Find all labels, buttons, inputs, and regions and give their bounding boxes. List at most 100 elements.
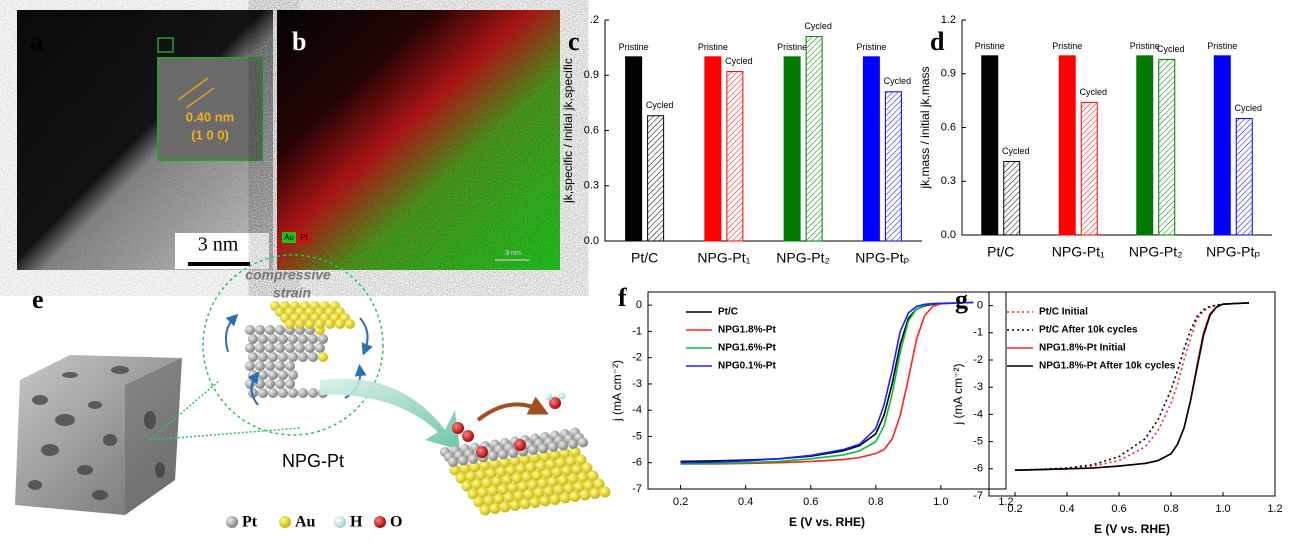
y-tick-label: -2 [632, 352, 642, 364]
atom [468, 454, 478, 464]
bar-label: Cycled [1079, 87, 1107, 97]
bar-label: Pristine [856, 42, 886, 52]
atom [265, 325, 275, 335]
y-tick-label: -3 [973, 381, 983, 393]
bar [805, 36, 823, 242]
atom [305, 319, 315, 329]
panel-e: e compressive strain NPG-Pt Pt Au H O [15, 254, 611, 531]
x-tick-label: NPG-Pt₂ [1129, 244, 1183, 260]
atom [248, 334, 258, 344]
atom [541, 468, 553, 480]
legend-label: Pt [300, 233, 308, 242]
panel-label: a [30, 27, 43, 56]
atom [248, 370, 258, 380]
atom [268, 388, 278, 398]
atom [275, 379, 285, 389]
o-atom [514, 439, 526, 451]
atom [298, 352, 308, 362]
atom [581, 462, 593, 474]
bar [1058, 55, 1076, 236]
bar [1235, 118, 1253, 236]
x-tick-label: 0.4 [738, 496, 753, 508]
curve [1014, 302, 1250, 471]
strain-arrow [359, 317, 373, 356]
atom [493, 493, 505, 505]
legend-label: NPG1.8%-Pt [718, 325, 776, 336]
atom [275, 325, 285, 335]
lattice-line [185, 87, 215, 109]
y-tick-label: -6 [632, 457, 642, 469]
atom [459, 463, 471, 474]
atom [255, 325, 265, 335]
atom [285, 319, 295, 329]
x-tick-label: 0.6 [1111, 503, 1126, 515]
atom [275, 361, 285, 371]
atom [285, 379, 295, 389]
atom [255, 361, 265, 371]
bar-label: Cycled [884, 76, 912, 86]
atom [458, 455, 468, 466]
x-tick-label: 1.0 [933, 496, 948, 508]
atom [513, 490, 525, 502]
atom [479, 460, 491, 471]
atom [579, 489, 591, 501]
atom [525, 462, 537, 473]
bar [704, 56, 722, 242]
atom [288, 334, 298, 344]
atom [553, 484, 565, 496]
atom [268, 352, 278, 362]
y-tick-label: -6 [973, 463, 983, 475]
atom [515, 463, 527, 475]
atom [573, 481, 585, 493]
y-tick-label: -4 [973, 408, 983, 420]
atom [265, 361, 275, 371]
atom [465, 471, 477, 482]
lattice-plane: (1 0 0) [191, 127, 229, 142]
bar [981, 55, 999, 236]
atom [593, 478, 605, 490]
panel-label: c [568, 27, 580, 56]
atom [499, 457, 511, 468]
atom [559, 492, 571, 504]
plot-frame [647, 291, 1007, 490]
atom [561, 465, 573, 477]
atom [491, 476, 503, 487]
bar-label: Pristine [1130, 41, 1160, 51]
inset [157, 57, 263, 161]
scale-label: 3 nm [505, 250, 521, 257]
atom [567, 473, 579, 485]
x-axis-label: E (V vs. RHE) [789, 515, 865, 529]
atom [509, 455, 521, 467]
atom [537, 478, 549, 489]
bar [1136, 55, 1154, 236]
atom [288, 388, 298, 398]
atom [315, 343, 325, 353]
x-tick-label: NPG-Pt₂ [776, 250, 830, 266]
atom [499, 501, 511, 513]
atom [475, 469, 487, 481]
bar-label: Cycled [646, 100, 674, 110]
reaction-arrow [476, 396, 549, 422]
atom [255, 379, 265, 389]
legend-label: NPG0.1%-Pt [718, 361, 776, 372]
y-axis-label: j (mA cm⁻²) [951, 364, 965, 426]
panel-label: b [292, 27, 306, 56]
atom [578, 437, 588, 448]
x-tick-label: 0.2 [1007, 503, 1022, 515]
atom [529, 452, 541, 464]
scale-label: 3 nm [198, 234, 239, 256]
atom [288, 370, 298, 380]
atom [477, 487, 489, 498]
legend-label: Pt/C Initial [1039, 307, 1088, 318]
zoom-circle [202, 254, 384, 436]
atom [519, 498, 531, 510]
atom [258, 370, 268, 380]
panel-label: e [32, 285, 44, 314]
atom [565, 456, 577, 467]
atom [577, 472, 589, 483]
atom [543, 486, 555, 497]
atom [551, 467, 563, 478]
bar-label: Cycled [1002, 146, 1030, 156]
bar-label: Pristine [777, 42, 807, 52]
x-tick-label: 0.4 [1059, 503, 1074, 515]
